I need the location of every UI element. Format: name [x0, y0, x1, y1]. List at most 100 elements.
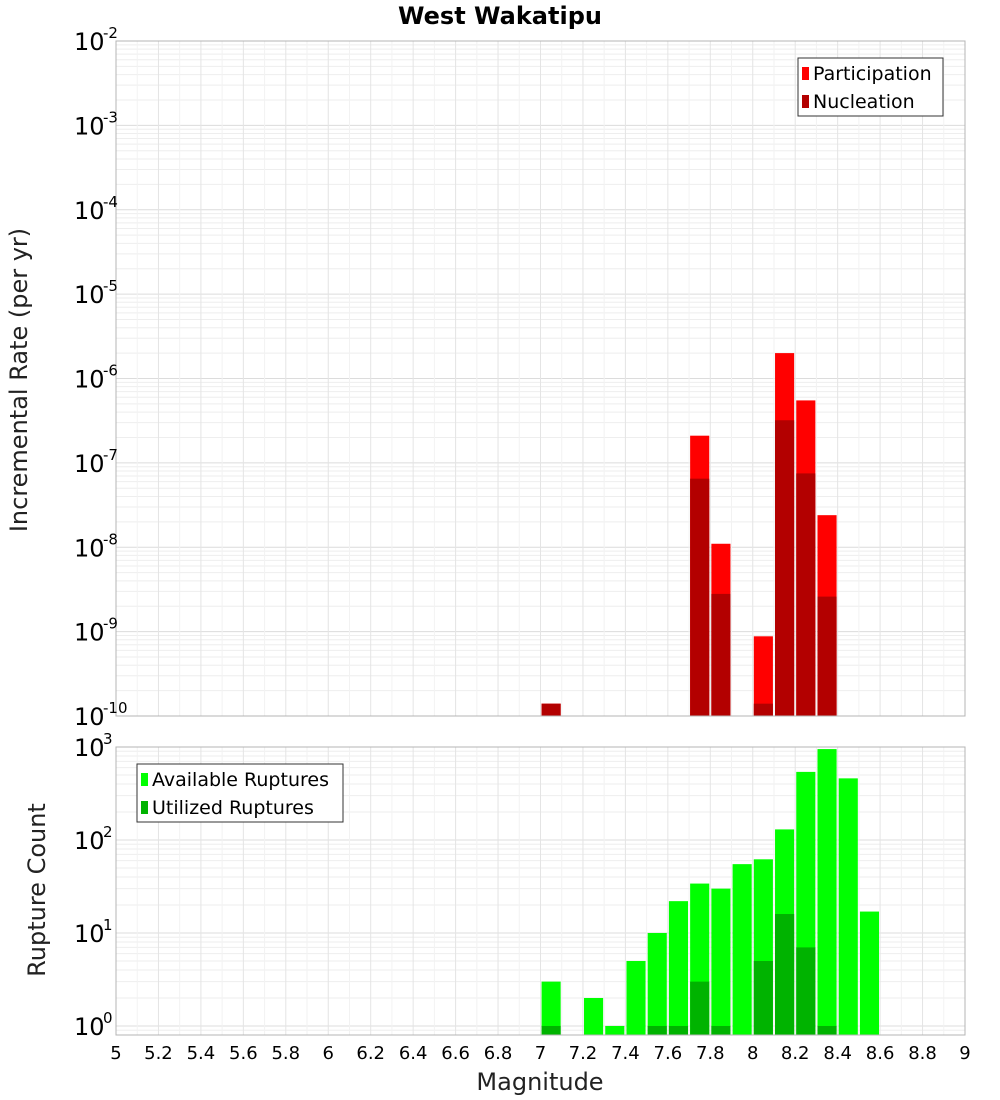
y-tick-base: 10: [74, 450, 105, 478]
x-tick-label: 8.6: [866, 1043, 895, 1064]
x-tick-label: 7.6: [654, 1043, 683, 1064]
count-y-tick-label: 101: [74, 916, 113, 948]
count-bar: [541, 1025, 561, 1035]
y-tick-base: 10: [74, 534, 105, 562]
x-tick-label: 6.4: [399, 1043, 428, 1064]
rate-y-tick-label: 10-8: [74, 530, 118, 562]
rate-panel: 10-1010-910-810-710-610-510-410-310-2Par…: [74, 24, 966, 731]
count-legend-box: [136, 763, 344, 823]
count-series-2: [541, 914, 837, 1035]
y-tick-exponent: 0: [103, 1009, 113, 1027]
x-tick-label: 5.2: [144, 1043, 173, 1064]
count-bar: [668, 901, 689, 1035]
y-tick-exponent: -4: [103, 193, 118, 211]
y-tick-base: 10: [74, 703, 105, 731]
rate-y-tick-label: 10-9: [74, 615, 118, 647]
y-tick-exponent: 1: [103, 916, 113, 934]
x-tick-label: 5.8: [271, 1043, 300, 1064]
x-tick-label: 6: [323, 1043, 334, 1064]
y-tick-exponent: 3: [103, 730, 113, 748]
rate-plot-frame: [115, 40, 966, 717]
count-bar: [775, 914, 795, 1035]
rate-y-tick-label: 10-10: [74, 699, 128, 731]
x-tick-label: 5.4: [187, 1043, 216, 1064]
count-bar: [690, 981, 710, 1035]
x-tick-label: 7: [535, 1043, 546, 1064]
x-tick-label: 6.8: [484, 1043, 513, 1064]
rate-bar: [796, 473, 816, 716]
rate-y-tick-label: 10-5: [74, 277, 118, 309]
y-tick-base: 10: [74, 1013, 105, 1041]
x-tick-label: 6.2: [356, 1043, 385, 1064]
y-tick-base: 10: [74, 197, 105, 225]
rate-bar: [817, 596, 837, 716]
y-tick-base: 10: [74, 281, 105, 309]
rate-y-tick-label: 10-3: [74, 108, 118, 140]
count-bar: [711, 1025, 731, 1035]
rate-legend-label: Nucleation: [813, 91, 915, 113]
y-tick-base: 10: [74, 619, 105, 647]
count-y-tick-label: 103: [74, 730, 113, 762]
rate-legend-item: Participation: [802, 63, 932, 85]
count-legend-item: Available Ruptures: [141, 769, 329, 791]
count-bar: [817, 749, 837, 1035]
x-tick-label: 6.6: [441, 1043, 470, 1064]
count-y-tick-label: 102: [74, 823, 113, 855]
rate-grid: [115, 40, 966, 717]
x-tick-label: 8.2: [781, 1043, 810, 1064]
count-series-1: [541, 749, 880, 1035]
x-tick-label: 5.6: [229, 1043, 258, 1064]
count-bar: [838, 778, 858, 1035]
chart-title: West Wakatipu: [398, 2, 602, 30]
x-tick-label: 7.2: [569, 1043, 598, 1064]
count-bar: [711, 888, 731, 1035]
rate-bar: [753, 636, 773, 716]
x-tick-label: 8.8: [908, 1043, 937, 1064]
rate-series-2: [541, 420, 837, 716]
count-panel-y-axis-label: Rupture Count: [23, 803, 51, 977]
x-tick-labels: 5 5.2 5.4 5.6 5.8 6 6.2 6.4 6.6 6.8 7 7.2 7.4 7.6 7.8 8…: [110, 1043, 970, 1064]
rate-bar: [753, 703, 773, 716]
rate-legend: Participation Nucleation: [797, 57, 944, 117]
rate-y-tick-label: 10-7: [74, 446, 118, 478]
y-tick-base: 10: [74, 734, 105, 762]
y-tick-exponent: -9: [103, 615, 118, 633]
x-axis-label: Magnitude: [476, 1068, 603, 1096]
y-tick-exponent: -3: [103, 108, 118, 126]
x-tick-label: 7.8: [696, 1043, 725, 1064]
count-y-tick-label: 100: [74, 1009, 113, 1041]
count-bar: [859, 911, 880, 1035]
x-tick-label: 7.4: [611, 1043, 640, 1064]
y-tick-base: 10: [74, 827, 105, 855]
count-bar: [668, 1025, 689, 1035]
count-bar: [626, 960, 646, 1035]
y-tick-base: 10: [74, 112, 105, 140]
rate-bar: [775, 420, 795, 716]
rate-legend-swatch: [802, 67, 809, 80]
count-bar: [605, 1025, 625, 1035]
x-tick-label: 5: [110, 1043, 121, 1064]
rate-y-tick-label: 10-4: [74, 193, 118, 225]
count-bar: [796, 947, 816, 1035]
x-tick-label: 8: [747, 1043, 758, 1064]
y-tick-base: 10: [74, 920, 105, 948]
rate-legend-box: [797, 57, 944, 117]
y-tick-exponent: -6: [103, 362, 118, 380]
y-tick-exponent: -7: [103, 446, 118, 464]
x-tick-label: 9: [959, 1043, 970, 1064]
rate-legend-swatch: [802, 95, 809, 108]
count-legend-swatch: [141, 773, 148, 786]
rate-legend-label: Participation: [813, 63, 932, 85]
count-legend: Available Ruptures Utilized Ruptures: [136, 763, 344, 823]
rate-legend-item: Nucleation: [802, 91, 915, 113]
count-plot-frame: [115, 746, 966, 1036]
count-bar: [541, 981, 561, 1035]
rate-panel-y-axis-label: Incremental Rate (per yr): [5, 228, 33, 532]
y-tick-exponent: -5: [103, 277, 118, 295]
rate-bar: [690, 478, 710, 716]
x-tick-label: 8.4: [823, 1043, 852, 1064]
y-tick-exponent: 2: [103, 823, 113, 841]
count-legend-swatch: [141, 801, 148, 814]
